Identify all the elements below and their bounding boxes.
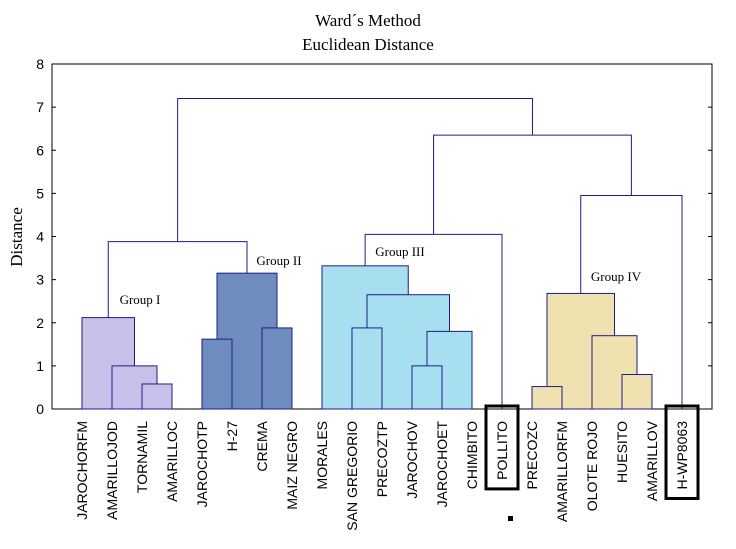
leaf-label: CREMA: [254, 420, 270, 471]
leaf-label: TORNAMIL: [134, 421, 150, 493]
leaf-label: AMARILLORFM: [554, 421, 570, 522]
leaf-label: PRECOZTP: [374, 421, 390, 497]
leaf-highlight-box: [484, 404, 520, 491]
cluster-link: [433, 134, 632, 235]
leaf-label: POLLITO: [494, 421, 510, 480]
leaf-label: H-WP8063: [674, 421, 690, 490]
y-axis-label: Distance: [7, 207, 26, 266]
leaf-label: JAROCHOET: [434, 421, 450, 508]
group-label: Group IV: [591, 269, 642, 284]
cluster-link: [364, 233, 503, 409]
dot-marker: [508, 516, 513, 521]
cluster-box: [261, 327, 293, 410]
cluster-box: [141, 383, 173, 410]
leaf-label: MORALES: [314, 421, 330, 489]
chart-title: Ward´s Method: [315, 11, 421, 30]
cluster-link: [107, 241, 248, 318]
cluster-link: [177, 98, 533, 242]
leaf-label: JAROCHOTP: [194, 421, 210, 507]
leaf-label: JAROCHOV: [404, 420, 420, 498]
cluster-box: [201, 338, 233, 410]
cluster-box: [621, 374, 653, 410]
leaf-label: PRECOZC: [524, 421, 540, 489]
leaf-label: OLOTE ROJO: [584, 421, 600, 511]
group-label: Group II: [256, 253, 301, 268]
chart-subtitle: Euclidean Distance: [302, 35, 434, 54]
leaf-label: JAROCHORFM: [74, 421, 90, 520]
group-label: Group I: [120, 292, 161, 307]
cluster-box: [351, 327, 383, 410]
y-tick-label: 7: [36, 99, 44, 115]
leaf-label: CHIMBITO: [464, 421, 480, 489]
group-label: Group III: [375, 244, 424, 259]
leaf-label: AMARILLOV: [644, 420, 660, 501]
y-tick-label: 5: [36, 185, 44, 201]
leaf-label: HUESITO: [614, 421, 630, 483]
leaf-label: H-27: [224, 421, 240, 452]
y-tick-label: 6: [36, 142, 44, 158]
leaf-label: AMARILLOJOD: [104, 421, 120, 520]
y-tick-label: 1: [36, 358, 44, 374]
leaf-label: MAIZ NEGRO: [284, 421, 300, 510]
leaf-label: SAN GREGORIO: [344, 421, 360, 531]
y-tick-label: 4: [36, 229, 44, 245]
y-tick-label: 0: [36, 401, 44, 417]
y-tick-label: 2: [36, 315, 44, 331]
cluster-box: [411, 365, 443, 410]
leaf-label: AMARILLOC: [164, 421, 180, 502]
cluster-box: [531, 386, 563, 410]
leaf-highlight-box: [664, 404, 700, 500]
y-tick-label: 8: [36, 56, 44, 72]
y-tick-label: 3: [36, 272, 44, 288]
cluster-link: [580, 195, 683, 409]
